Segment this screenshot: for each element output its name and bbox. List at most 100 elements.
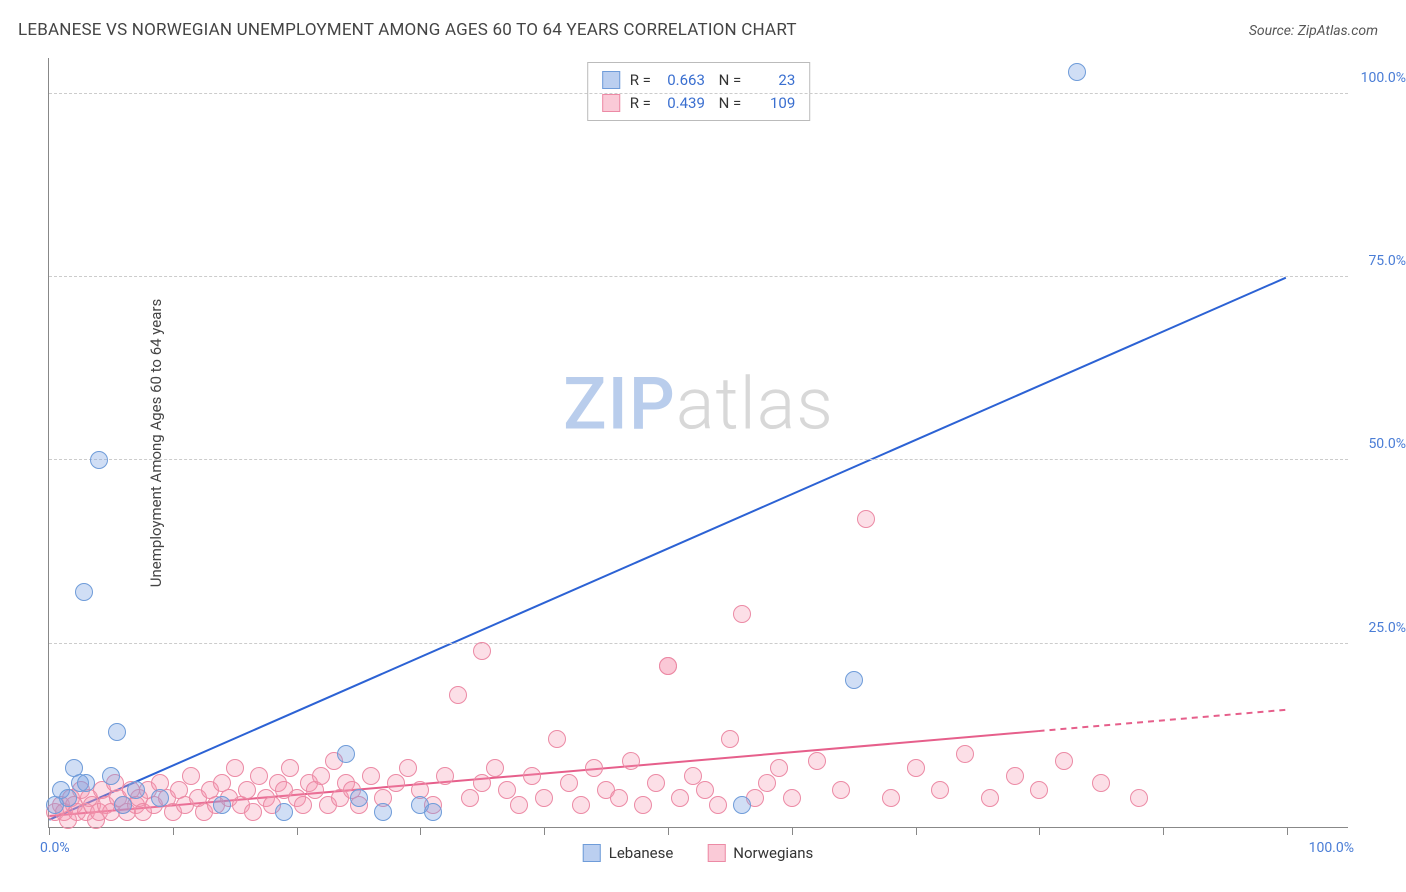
gridline <box>49 459 1348 460</box>
norwegian-point <box>1092 774 1110 792</box>
lebanese-point <box>127 781 145 799</box>
norwegian-point <box>281 759 299 777</box>
trend-lines <box>49 58 1348 827</box>
legend-item-norwegian: Norwegians <box>707 844 813 862</box>
legend-label: Lebanese <box>609 844 674 862</box>
swatch-blue-icon <box>602 71 620 89</box>
stats-row-norwegian: R = 0.439 N = 109 <box>602 92 796 115</box>
lebanese-point <box>102 767 120 785</box>
norwegian-point <box>535 789 553 807</box>
norwegian-point <box>770 759 788 777</box>
lebanese-point <box>75 583 93 601</box>
x-tick <box>544 827 545 835</box>
plot-area: ZIPatlas R = 0.663 N = 23 R = 0.439 N = … <box>48 58 1348 828</box>
lebanese-point <box>59 789 77 807</box>
y-tick-label: 25.0% <box>1368 620 1406 636</box>
norwegian-point <box>832 781 850 799</box>
norwegian-point <box>473 774 491 792</box>
x-end-label: 100.0% <box>1309 840 1354 856</box>
norwegian-point <box>510 796 528 814</box>
norwegian-point <box>808 752 826 770</box>
y-tick-label: 100.0% <box>1361 70 1406 86</box>
lebanese-point <box>337 745 355 763</box>
norwegian-point <box>622 752 640 770</box>
stats-row-lebanese: R = 0.663 N = 23 <box>602 69 796 92</box>
x-tick <box>1163 827 1164 835</box>
lebanese-point <box>77 774 95 792</box>
chart-title: LEBANESE VS NORWEGIAN UNEMPLOYMENT AMONG… <box>18 20 797 40</box>
bottom-legend: Lebanese Norwegians <box>583 844 814 862</box>
norwegian-point <box>981 789 999 807</box>
lebanese-point <box>275 803 293 821</box>
swatch-blue-icon <box>583 844 601 862</box>
x-start-label: 0.0% <box>40 840 70 856</box>
norwegian-point <box>659 657 677 675</box>
norwegian-point <box>560 774 578 792</box>
x-tick <box>297 827 298 835</box>
norwegian-point <box>647 774 665 792</box>
norwegian-point <box>585 759 603 777</box>
norwegian-point <box>523 767 541 785</box>
stat-label: R = <box>630 92 651 115</box>
norwegian-point <box>572 796 590 814</box>
norwegian-point <box>882 789 900 807</box>
norwegian-point <box>226 759 244 777</box>
stat-label: N = <box>715 69 741 92</box>
norwegian-point <box>387 774 405 792</box>
lebanese-point <box>151 789 169 807</box>
norwegian-point <box>733 605 751 623</box>
norwegian-point <box>956 745 974 763</box>
norwegian-point <box>436 767 454 785</box>
lebanese-point <box>845 671 863 689</box>
norwegian-point <box>244 803 262 821</box>
gridline <box>49 276 1348 277</box>
norwegian-point <box>399 759 417 777</box>
norwegian-point <box>1130 789 1148 807</box>
source-label: Source: ZipAtlas.com <box>1249 23 1378 39</box>
norwegian-point <box>931 781 949 799</box>
x-tick <box>420 827 421 835</box>
norwegian-point <box>758 774 776 792</box>
lebanese-point <box>424 803 442 821</box>
swatch-pink-icon <box>707 844 725 862</box>
stat-label: N = <box>715 92 741 115</box>
lebanese-point <box>374 803 392 821</box>
x-tick <box>173 827 174 835</box>
plot-container: Unemployment Among Ages 60 to 64 years Z… <box>48 58 1348 828</box>
norwegian-point <box>709 796 727 814</box>
lebanese-point <box>1068 63 1086 81</box>
gridline <box>49 93 1348 94</box>
norwegian-point <box>312 767 330 785</box>
x-tick <box>49 827 50 835</box>
lebanese-point <box>350 789 368 807</box>
x-tick <box>668 827 669 835</box>
x-tick <box>916 827 917 835</box>
stat-r-value: 0.439 <box>661 92 705 115</box>
lebanese-point <box>108 723 126 741</box>
norwegian-point <box>294 796 312 814</box>
stat-r-value: 0.663 <box>661 69 705 92</box>
y-tick-label: 50.0% <box>1368 436 1406 452</box>
norwegian-point <box>182 767 200 785</box>
norwegian-point <box>473 642 491 660</box>
lebanese-point <box>90 451 108 469</box>
watermark-atlas: atlas <box>676 362 834 447</box>
lebanese-point <box>733 796 751 814</box>
stat-n-value: 109 <box>751 92 795 115</box>
norwegian-point <box>449 686 467 704</box>
watermark: ZIPatlas <box>563 362 834 447</box>
norwegian-point <box>250 767 268 785</box>
norwegian-point <box>486 759 504 777</box>
lebanese-point <box>213 796 231 814</box>
norwegian-point <box>1030 781 1048 799</box>
swatch-pink-icon <box>602 94 620 112</box>
norwegian-point <box>721 730 739 748</box>
norwegian-point <box>907 759 925 777</box>
y-tick-label: 75.0% <box>1368 253 1406 269</box>
x-tick <box>1287 827 1288 835</box>
stat-label: R = <box>630 69 651 92</box>
norwegian-point <box>783 789 801 807</box>
lebanese-point <box>114 796 132 814</box>
norwegian-point <box>238 781 256 799</box>
norwegian-point <box>548 730 566 748</box>
